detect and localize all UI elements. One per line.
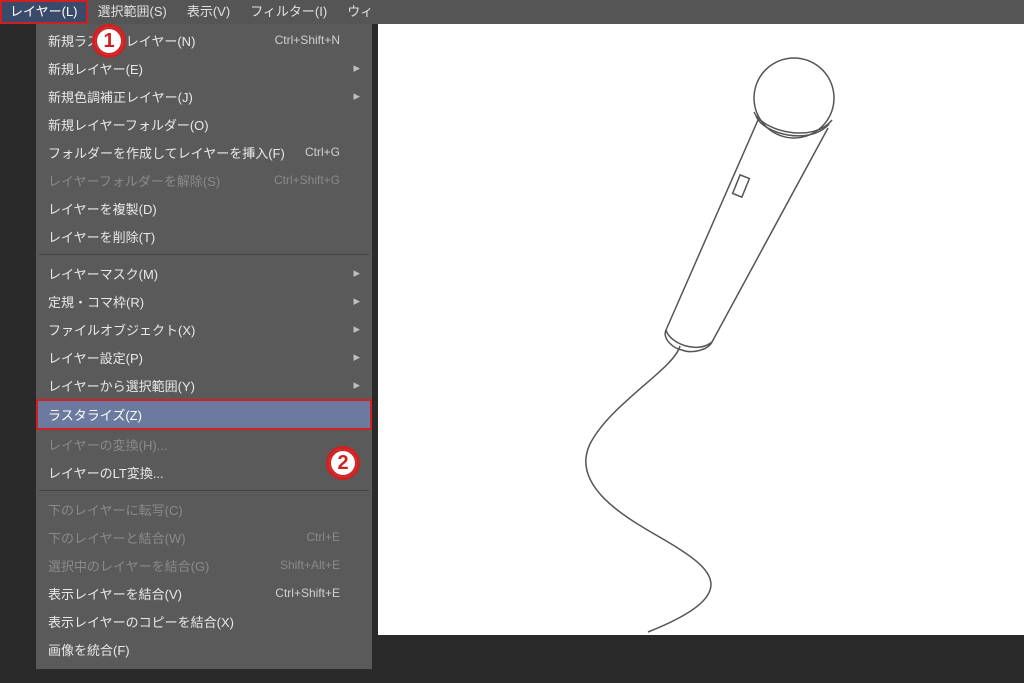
- menu-item-shortcut: Ctrl+Shift+N: [275, 33, 340, 47]
- menu-item[interactable]: レイヤーのLT変換...: [36, 458, 372, 486]
- menu-item-label: 定規・コマ枠(R): [48, 292, 348, 311]
- menu-item-label: 表示レイヤーのコピーを結合(X): [48, 612, 348, 631]
- chevron-right-icon: ▸: [348, 321, 360, 337]
- menu-item-label: 新規色調補正レイヤー(J): [48, 87, 348, 106]
- menu-item: 選択中のレイヤーを結合(G)Shift+Alt+E: [36, 551, 372, 579]
- menu-item-label: 表示レイヤーを結合(V): [48, 584, 275, 603]
- annotation-badge-2: 2: [326, 446, 360, 480]
- menu-separator: [39, 490, 369, 491]
- menu-item[interactable]: 新規ラスターレイヤー(N)Ctrl+Shift+N: [36, 26, 372, 54]
- menu-item-label: 画像を統合(F): [48, 640, 348, 659]
- menu-item-label: レイヤー設定(P): [48, 348, 348, 367]
- menu-item[interactable]: ラスタライズ(Z): [36, 399, 372, 430]
- menu-item-label: レイヤーのLT変換...: [48, 463, 348, 482]
- menu-item[interactable]: フォルダーを作成してレイヤーを挿入(F)Ctrl+G: [36, 138, 372, 166]
- menu-item-label: レイヤーを削除(T): [48, 227, 348, 246]
- menubar-item-3[interactable]: フィルター(I): [240, 0, 337, 24]
- menu-item-shortcut: Ctrl+Shift+E: [275, 586, 340, 600]
- menu-item[interactable]: レイヤーマスク(M)▸: [36, 259, 372, 287]
- chevron-right-icon: ▸: [348, 349, 360, 365]
- chevron-right-icon: ▸: [348, 265, 360, 281]
- menu-item-label: レイヤーの変換(H)...: [48, 435, 348, 454]
- menu-item[interactable]: レイヤー設定(P)▸: [36, 343, 372, 371]
- menubar-item-1[interactable]: 選択範囲(S): [88, 0, 177, 24]
- chevron-right-icon: ▸: [348, 377, 360, 393]
- layer-menu-dropdown: 新規ラスターレイヤー(N)Ctrl+Shift+N新規レイヤー(E)▸新規色調補…: [36, 24, 372, 669]
- chevron-right-icon: ▸: [348, 293, 360, 309]
- annotation-badge-1: 1: [92, 24, 126, 58]
- annotation-badge-2-text: 2: [337, 453, 348, 473]
- menubar-item-4[interactable]: ウィ: [337, 0, 383, 24]
- menu-item[interactable]: 新規色調補正レイヤー(J)▸: [36, 82, 372, 110]
- menu-item-label: 下のレイヤーと結合(W): [48, 528, 306, 547]
- chevron-right-icon: ▸: [348, 88, 360, 104]
- canvas-drawing: [378, 24, 1024, 635]
- menu-item-shortcut: Ctrl+G: [305, 145, 340, 159]
- menu-item[interactable]: 新規レイヤー(E)▸: [36, 54, 372, 82]
- menu-item-label: フォルダーを作成してレイヤーを挿入(F): [48, 143, 305, 162]
- menu-item-label: 新規レイヤーフォルダー(O): [48, 115, 348, 134]
- menu-item[interactable]: ファイルオブジェクト(X)▸: [36, 315, 372, 343]
- menu-item: 下のレイヤーと結合(W)Ctrl+E: [36, 523, 372, 551]
- menu-item: 下のレイヤーに転写(C): [36, 495, 372, 523]
- menu-item-shortcut: Shift+Alt+E: [280, 558, 340, 572]
- menu-item[interactable]: レイヤーから選択範囲(Y)▸: [36, 371, 372, 399]
- chevron-right-icon: ▸: [348, 60, 360, 76]
- menu-item-label: 選択中のレイヤーを結合(G): [48, 556, 280, 575]
- menu-item-label: 新規ラスターレイヤー(N): [48, 31, 275, 50]
- annotation-badge-1-text: 1: [103, 31, 114, 51]
- menu-item-shortcut: Ctrl+Shift+G: [274, 173, 340, 187]
- menu-item: レイヤーの変換(H)...: [36, 430, 372, 458]
- menu-item[interactable]: 画像を統合(F): [36, 635, 372, 663]
- menu-item-label: レイヤーから選択範囲(Y): [48, 376, 348, 395]
- menu-item-label: レイヤーマスク(M): [48, 264, 348, 283]
- menu-item[interactable]: 新規レイヤーフォルダー(O): [36, 110, 372, 138]
- menu-item[interactable]: レイヤーを複製(D): [36, 194, 372, 222]
- menu-item[interactable]: 表示レイヤーのコピーを結合(X): [36, 607, 372, 635]
- menu-separator: [39, 254, 369, 255]
- menu-item-label: レイヤーを複製(D): [48, 199, 348, 218]
- menu-item-label: ラスタライズ(Z): [48, 405, 348, 424]
- menu-item-label: 下のレイヤーに転写(C): [48, 500, 348, 519]
- menu-item-label: 新規レイヤー(E): [48, 59, 348, 78]
- menubar-item-0[interactable]: レイヤー(L): [0, 0, 88, 24]
- menu-item: レイヤーフォルダーを解除(S)Ctrl+Shift+G: [36, 166, 372, 194]
- menu-item[interactable]: 表示レイヤーを結合(V)Ctrl+Shift+E: [36, 579, 372, 607]
- menu-item-label: ファイルオブジェクト(X): [48, 320, 348, 339]
- menu-item-label: レイヤーフォルダーを解除(S): [48, 171, 274, 190]
- menubar: レイヤー(L)選択範囲(S)表示(V)フィルター(I)ウィ: [0, 0, 1024, 24]
- menu-item[interactable]: 定規・コマ枠(R)▸: [36, 287, 372, 315]
- menu-item[interactable]: レイヤーを削除(T): [36, 222, 372, 250]
- menubar-item-2[interactable]: 表示(V): [177, 0, 240, 24]
- canvas[interactable]: [378, 24, 1024, 635]
- menu-item-shortcut: Ctrl+E: [306, 530, 340, 544]
